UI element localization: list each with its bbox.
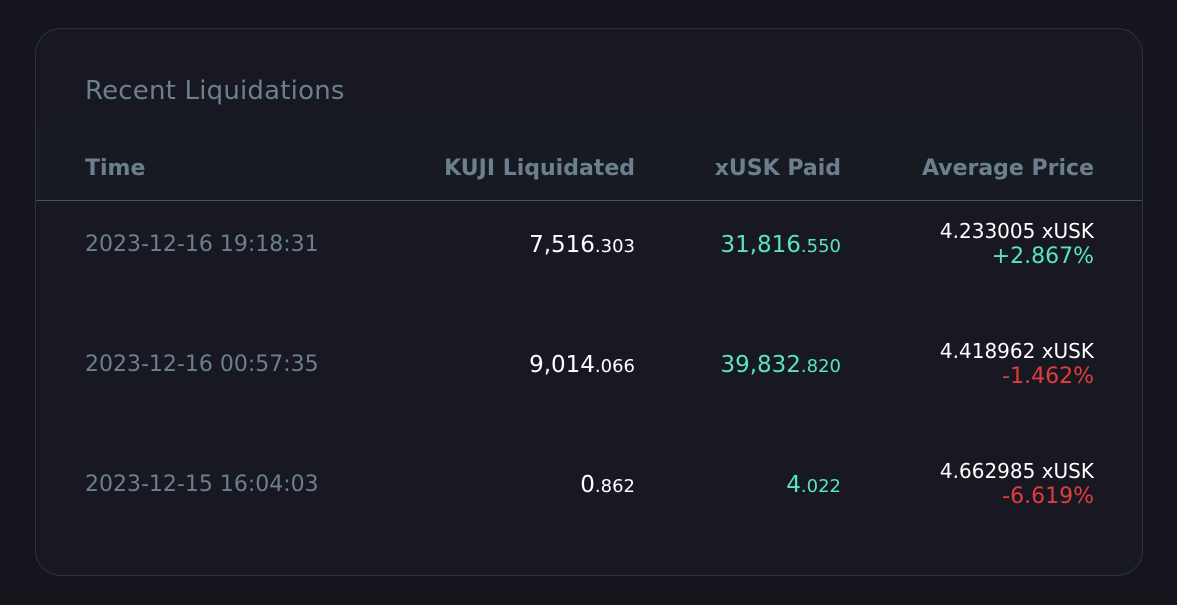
column-header-xusk-paid[interactable]: xUSK Paid xyxy=(714,156,841,181)
xusk-decimal: .820 xyxy=(800,356,841,377)
kuji-integer: 7,516 xyxy=(529,232,595,258)
kuji-integer: 9,014 xyxy=(529,352,595,378)
xusk-decimal: .550 xyxy=(800,236,841,257)
row-time: 2023-12-16 19:18:31 xyxy=(85,232,319,257)
xusk-integer: 39,832 xyxy=(720,352,801,378)
row-xusk-paid: 4.022 xyxy=(786,472,841,498)
price-change-positive: +2.867% xyxy=(991,244,1094,269)
table-header: Time KUJI Liquidated xUSK Paid Average P… xyxy=(36,126,1142,201)
recent-liquidations-panel: Recent Liquidations Time KUJI Liquidated… xyxy=(35,28,1143,576)
kuji-integer: 0 xyxy=(580,472,595,498)
average-price-value: 4.233005 xUSK xyxy=(939,219,1094,243)
average-price-value: 4.662985 xUSK xyxy=(939,459,1094,483)
row-average-price: 4.662985 xUSK -6.619% xyxy=(940,459,1094,509)
column-header-time[interactable]: Time xyxy=(85,156,146,181)
row-average-price: 4.233005 xUSK +2.867% xyxy=(940,219,1094,269)
panel-title: Recent Liquidations xyxy=(85,76,345,106)
table-row[interactable]: 2023-12-16 00:57:35 9,014.066 39,832.820… xyxy=(36,321,1142,441)
xusk-integer: 4 xyxy=(786,472,801,498)
xusk-decimal: .022 xyxy=(800,476,841,497)
row-average-price: 4.418962 xUSK -1.462% xyxy=(940,339,1094,389)
average-price-value: 4.418962 xUSK xyxy=(939,339,1094,363)
row-kuji-liquidated: 7,516.303 xyxy=(529,232,635,258)
column-header-kuji-liquidated[interactable]: KUJI Liquidated xyxy=(444,156,635,181)
row-xusk-paid: 31,816.550 xyxy=(720,232,841,258)
kuji-decimal: .066 xyxy=(594,356,635,377)
kuji-decimal: .303 xyxy=(594,236,635,257)
row-time: 2023-12-15 16:04:03 xyxy=(85,472,319,497)
row-xusk-paid: 39,832.820 xyxy=(720,352,841,378)
row-time: 2023-12-16 00:57:35 xyxy=(85,352,319,377)
price-change-negative: -6.619% xyxy=(1002,484,1094,509)
table-row[interactable]: 2023-12-16 19:18:31 7,516.303 31,816.550… xyxy=(36,201,1142,321)
row-kuji-liquidated: 0.862 xyxy=(580,472,635,498)
table-row[interactable]: 2023-12-15 16:04:03 0.862 4.022 4.662985… xyxy=(36,441,1142,561)
price-change-negative: -1.462% xyxy=(1002,364,1094,389)
row-kuji-liquidated: 9,014.066 xyxy=(529,352,635,378)
xusk-integer: 31,816 xyxy=(720,232,801,258)
kuji-decimal: .862 xyxy=(594,476,635,497)
column-header-average-price[interactable]: Average Price xyxy=(921,156,1094,181)
